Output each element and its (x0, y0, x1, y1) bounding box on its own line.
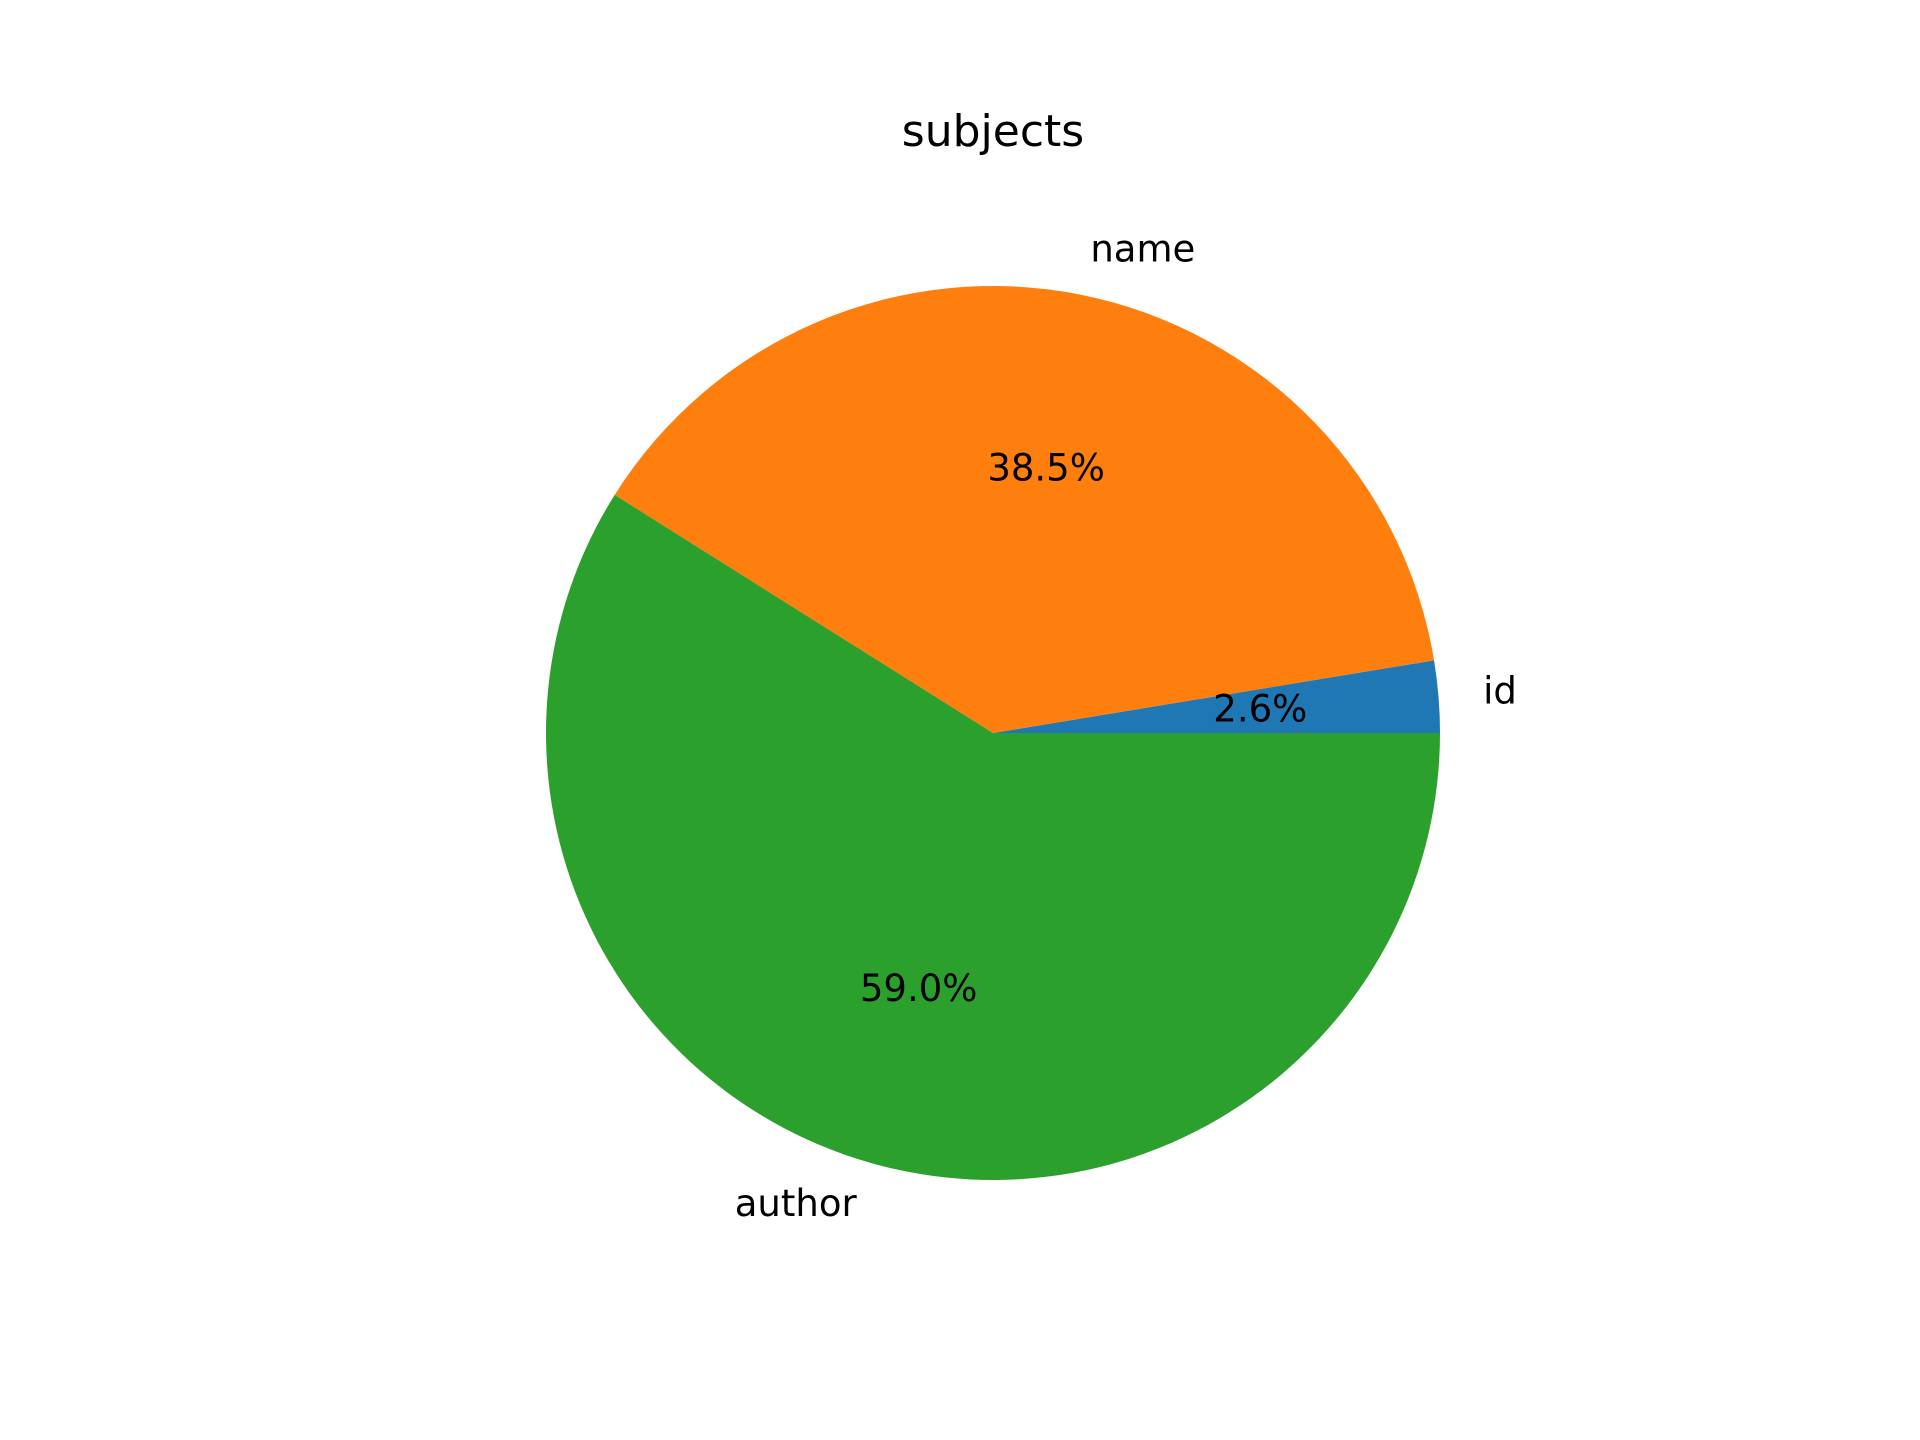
pie-slices (546, 286, 1440, 1181)
pct-label-author: 59.0% (860, 967, 978, 1010)
pie-slice-id (993, 660, 1440, 733)
slice-label-author: author (735, 1182, 858, 1225)
chart-title: subjects (902, 106, 1084, 157)
slice-label-id: id (1483, 669, 1517, 712)
pie-slice-name (614, 286, 1435, 733)
pct-label-name: 38.5% (987, 447, 1105, 490)
pie-labels: id 2.6% name 38.5% author 59.0% (735, 228, 1517, 1225)
slice-label-name: name (1090, 228, 1195, 271)
pie-slice-author (546, 494, 1440, 1181)
pct-label-id: 2.6% (1213, 688, 1307, 731)
